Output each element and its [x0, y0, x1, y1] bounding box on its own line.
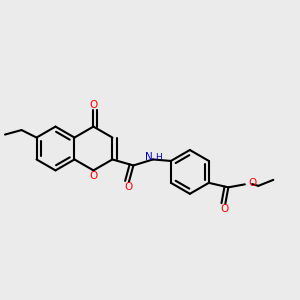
Text: O: O [249, 178, 257, 188]
Text: O: O [220, 204, 229, 214]
Text: O: O [89, 171, 98, 181]
Text: N: N [146, 152, 153, 162]
Text: O: O [124, 182, 132, 192]
Text: H: H [155, 152, 162, 161]
Text: O: O [89, 100, 98, 110]
